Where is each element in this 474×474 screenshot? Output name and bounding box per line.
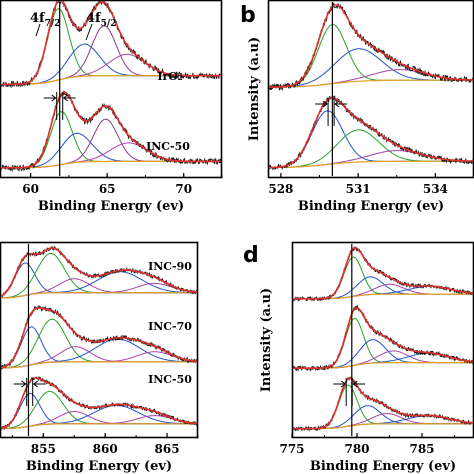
plot-area bbox=[1, 1, 221, 176]
panel-letter: b bbox=[240, 3, 256, 28]
plot-area bbox=[1, 244, 197, 436]
x-tick-label: 70 bbox=[175, 182, 192, 196]
x-tick-label: 865 bbox=[155, 442, 180, 456]
raw-data bbox=[293, 246, 473, 302]
sample-label: INC-90 bbox=[148, 260, 192, 273]
x-tick-label: 780 bbox=[344, 442, 369, 456]
x-axis-label: Binding Energy (ev) bbox=[310, 459, 456, 474]
x-tick-label: 860 bbox=[93, 442, 118, 456]
spectrum-1 bbox=[1, 1, 221, 89]
raw-data bbox=[269, 95, 473, 171]
spectrum-3 bbox=[293, 376, 473, 432]
background-line bbox=[269, 160, 473, 169]
background-line bbox=[1, 361, 197, 369]
spectrum-1 bbox=[269, 2, 473, 91]
sample-label: INC-50 bbox=[146, 140, 190, 153]
sample-label: INC-70 bbox=[148, 320, 192, 333]
panel-a: IrO₂ INC-50 60 65 70 Binding Energy (ev) 4f7/2… bbox=[0, 0, 223, 214]
raw-data bbox=[293, 304, 473, 372]
fit-envelope bbox=[293, 377, 473, 430]
x-axis-label: Binding Energy (ev) bbox=[298, 199, 444, 214]
panel-b: 528 531 534 Binding Energy (ev) Intensity (a… bbox=[240, 0, 474, 214]
panel-d: 775 780 785 Binding Energy (ev) Intensity (a… bbox=[243, 241, 474, 474]
shift-arrow bbox=[352, 380, 366, 388]
fit-envelope bbox=[1, 247, 197, 298]
x-axis-label: Binding Energy (ev) bbox=[38, 199, 184, 214]
background-line bbox=[269, 79, 473, 88]
component-peak bbox=[293, 283, 473, 300]
panel-letter: d bbox=[243, 243, 259, 268]
spectrum-2 bbox=[1, 304, 197, 370]
shift-arrow bbox=[62, 94, 76, 102]
shift-arrow bbox=[315, 100, 328, 108]
shift-arrow bbox=[334, 100, 348, 108]
component-peak bbox=[293, 317, 473, 369]
y-axis-label: Intensity (a.u) bbox=[259, 288, 274, 392]
spectrum-1 bbox=[1, 245, 197, 299]
peak-annotation: 4f7/2 bbox=[30, 11, 60, 29]
fit-envelope bbox=[269, 97, 473, 169]
x-tick-label: 528 bbox=[268, 182, 293, 196]
spectrum-2 bbox=[269, 95, 473, 171]
shift-arrow bbox=[333, 380, 347, 388]
x-tick-label: 531 bbox=[346, 182, 371, 196]
x-tick-label: 60 bbox=[22, 182, 39, 196]
peak-annotation: 4f5/2 bbox=[86, 11, 116, 29]
panel-c: INC-90 INC-70 INC-50 855 860 865 Binding Energ… bbox=[0, 241, 199, 474]
shift-arrow bbox=[32, 380, 46, 388]
axes-frame bbox=[267, 0, 474, 179]
axes-frame bbox=[0, 0, 223, 179]
annotation-pointer bbox=[85, 23, 93, 41]
fit-envelope bbox=[1, 307, 197, 369]
component-peak bbox=[293, 405, 473, 430]
plot-area bbox=[293, 244, 473, 436]
shift-arrow bbox=[43, 94, 57, 102]
component-peak bbox=[293, 412, 473, 430]
annotation-pointer bbox=[35, 23, 41, 37]
plot-area bbox=[269, 2, 473, 176]
fit-envelope bbox=[293, 307, 473, 370]
sample-label: IrO₂ bbox=[157, 70, 183, 83]
fit-envelope bbox=[1, 91, 221, 169]
spectrum-1 bbox=[293, 246, 473, 302]
x-tick-label: 775 bbox=[279, 442, 304, 456]
fit-envelope bbox=[293, 247, 473, 300]
background-line bbox=[1, 423, 197, 430]
x-tick-label: 785 bbox=[409, 442, 434, 456]
background-line bbox=[293, 423, 473, 430]
x-axis-label: Binding Energy (ev) bbox=[26, 459, 172, 474]
background-line bbox=[1, 292, 197, 299]
x-tick-label: 65 bbox=[99, 182, 116, 196]
x-tick-label: 855 bbox=[31, 442, 56, 456]
shift-arrow bbox=[13, 380, 27, 388]
fit-envelope bbox=[269, 4, 473, 88]
sample-label: INC-50 bbox=[148, 373, 192, 386]
axes-frame bbox=[0, 241, 199, 439]
spectrum-2 bbox=[1, 90, 221, 173]
component-peak bbox=[293, 350, 473, 369]
component-peak bbox=[293, 384, 473, 430]
x-tick-label: 534 bbox=[423, 182, 448, 196]
axes-frame bbox=[291, 241, 474, 439]
component-peak bbox=[293, 256, 473, 300]
spectrum-2 bbox=[293, 304, 473, 372]
raw-data bbox=[1, 90, 221, 173]
fit-envelope bbox=[1, 1, 221, 86]
y-axis-label: Intensity (a.u) bbox=[247, 37, 262, 141]
